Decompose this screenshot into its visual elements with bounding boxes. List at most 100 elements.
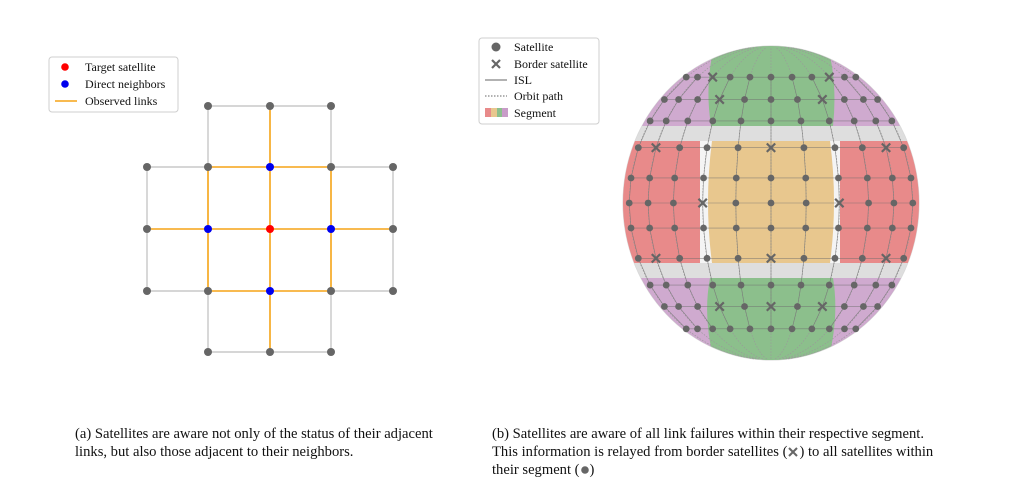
satellite-node <box>841 325 848 333</box>
satellite-node <box>831 254 839 262</box>
border-satellite <box>824 72 835 83</box>
isl-link <box>737 120 742 148</box>
isl-link <box>744 77 751 100</box>
isl-link <box>844 284 855 307</box>
isl-link <box>800 120 805 148</box>
satellite-node <box>850 281 858 289</box>
satellite-node <box>835 224 842 232</box>
satellite-node <box>900 144 908 152</box>
satellite-node <box>389 287 397 295</box>
isl-link <box>679 120 689 148</box>
isl-link <box>703 147 708 179</box>
satellite-legend-marker <box>491 42 501 52</box>
caption-b-line2: This information is relayed from border … <box>492 443 1002 461</box>
isl-link <box>863 99 877 122</box>
satellite-node <box>734 254 742 262</box>
isl-link <box>665 99 679 122</box>
isl-link <box>875 120 887 148</box>
isl-link <box>903 147 912 179</box>
sphere <box>622 45 920 361</box>
legend-segment-label: Segment <box>514 106 557 120</box>
isl-link <box>892 202 895 229</box>
legend-a: Target satellite Direct neighbors Observ… <box>48 56 179 113</box>
isl-link <box>638 120 651 148</box>
isl-link <box>706 258 714 286</box>
sphere-satellites <box>625 72 917 333</box>
isl-link <box>678 76 698 100</box>
satellite-node <box>646 224 654 232</box>
legend-target-label: Target satellite <box>85 60 156 74</box>
satellite-node <box>788 325 796 333</box>
satellite-node <box>634 254 642 262</box>
satellite-node <box>835 174 842 182</box>
border-x-stroke <box>766 142 776 153</box>
satellite-node <box>709 281 717 289</box>
caption-b-line1: (b) Satellites are aware of all link fai… <box>492 426 924 442</box>
satellite-node <box>204 163 212 171</box>
legend-a-frame <box>48 56 179 113</box>
panel-a: Target satellite Direct neighbors Observ… <box>48 56 397 356</box>
legend-border-label: Border satellite <box>514 57 588 71</box>
satellite-node <box>694 96 702 103</box>
isl-link <box>744 306 751 329</box>
satellite-node <box>840 303 848 310</box>
satellite-node <box>840 96 848 103</box>
satellite-node <box>800 144 808 152</box>
satellite-node <box>694 73 701 81</box>
border-x-stroke <box>714 94 725 105</box>
isl-link <box>811 306 823 329</box>
neighbor-satellite <box>266 287 274 295</box>
satellite-node <box>661 96 668 103</box>
satellite-node <box>684 117 692 125</box>
satellite-node <box>767 174 775 182</box>
border-satellite <box>881 142 892 153</box>
satellite-node <box>874 96 881 103</box>
isl-link <box>655 120 667 148</box>
satellite-node <box>767 73 775 81</box>
satellite-node <box>625 199 633 207</box>
panel-b: Satellite Border satellite ISL Orbit pat… <box>478 37 920 361</box>
legend-b: Satellite Border satellite ISL Orbit pat… <box>478 37 600 125</box>
satellite-node <box>682 325 690 333</box>
isl-link <box>803 227 807 259</box>
isl-link <box>687 284 698 307</box>
satellite-node <box>732 224 740 232</box>
isl-link <box>834 227 839 259</box>
satellite-node <box>858 144 866 152</box>
isl-link <box>822 99 830 122</box>
border-satellite <box>707 72 718 83</box>
isl-link <box>735 227 739 259</box>
caption-b-line3-end: ) <box>589 462 595 478</box>
satellite-node <box>852 73 860 81</box>
satellite-node <box>726 73 734 81</box>
satellite-node <box>703 144 711 152</box>
segment-right-red <box>840 141 919 263</box>
isl-link <box>740 99 745 121</box>
isl-link <box>844 306 864 330</box>
border-x-stroke <box>881 253 892 264</box>
border-satellite <box>714 94 725 105</box>
neighbor-legend-marker <box>61 80 69 88</box>
caption-b-line2-end: ) to all satellites within <box>799 444 934 460</box>
satellite-node <box>825 325 833 333</box>
isl-link <box>822 284 830 307</box>
border-satellite <box>697 198 708 208</box>
satellite-node <box>661 303 668 310</box>
satellite-node <box>852 325 860 333</box>
satellite-node <box>676 144 684 152</box>
isl-link <box>649 227 657 259</box>
satellite-node <box>865 199 872 207</box>
satellite-node <box>670 199 677 207</box>
satellite-node <box>802 174 810 182</box>
satellite-node <box>675 96 682 103</box>
caption-a: (a) Satellites are aware not only of the… <box>75 426 433 460</box>
isl-link <box>664 306 687 330</box>
border-satellite <box>766 301 776 312</box>
satellite-node <box>732 174 740 182</box>
isl-link <box>678 306 698 330</box>
satellite-node <box>888 117 896 125</box>
satellite-node <box>327 102 335 110</box>
satellite-node <box>767 199 775 207</box>
satellite-node <box>808 325 816 333</box>
isl-link <box>791 306 798 329</box>
